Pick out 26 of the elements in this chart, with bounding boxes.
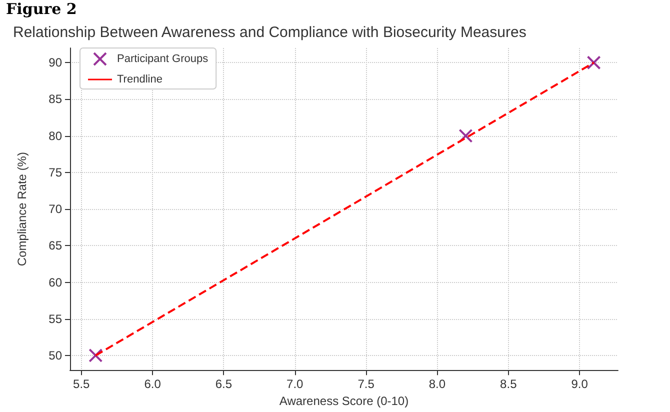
chart-title: Relationship Between Awareness and Compliance with Biosecurity Measures <box>13 24 526 41</box>
y-tick-label: 65 <box>48 238 62 253</box>
x-axis-title: Awareness Score (0-10) <box>279 394 409 408</box>
x-tick-label: 8.0 <box>428 377 446 392</box>
x-tick-label: 7.0 <box>286 377 304 392</box>
y-tick-label: 60 <box>48 275 62 290</box>
y-axis-title: Compliance Rate (%) <box>15 152 29 266</box>
legend-label: Participant Groups <box>117 53 209 65</box>
x-tick-label: 6.0 <box>144 377 162 392</box>
point <box>88 348 103 362</box>
y-tick-label: 50 <box>48 348 62 362</box>
y-tick-label: 80 <box>48 128 62 143</box>
y-tick-label: 85 <box>48 92 62 106</box>
point <box>586 56 601 70</box>
x-tick-label: 8.5 <box>500 377 518 392</box>
y-tick-label: 90 <box>48 56 62 70</box>
caption: Figure 2 <box>6 0 77 18</box>
y-tick-label: 75 <box>48 165 62 180</box>
point <box>458 128 473 143</box>
y-tick-label: 55 <box>48 312 62 326</box>
x-tick-label: 5.5 <box>73 377 90 392</box>
y-tick-label: 70 <box>48 202 62 216</box>
x-tick-label: 6.5 <box>215 377 232 392</box>
x-tick-label: 7.5 <box>358 377 375 392</box>
legend-label: Trendline <box>117 74 162 86</box>
x-tick-label: 9.0 <box>571 377 588 392</box>
